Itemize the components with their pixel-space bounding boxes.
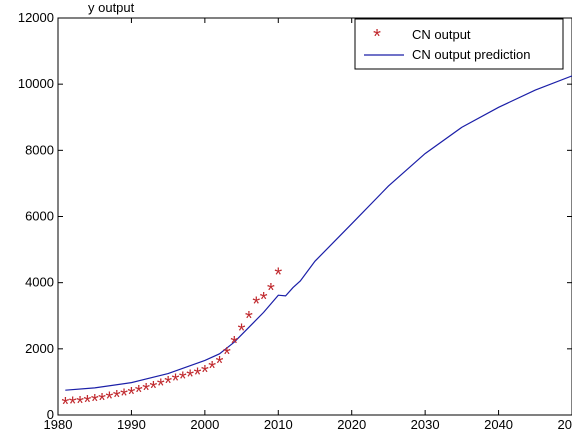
data-point-actual: * xyxy=(83,392,91,414)
series-layer: * * * * * * * * * * * * * * * * * * * * * * * **** * ** xyxy=(61,75,572,416)
data-point-actual: * xyxy=(216,353,224,375)
data-point-actual: * xyxy=(186,366,194,388)
data-point-actual: * xyxy=(230,333,238,355)
data-point-actual: * xyxy=(135,382,143,404)
data-point-actual: * xyxy=(113,387,121,409)
legend-label-prediction: CN output prediction xyxy=(412,47,531,62)
x-tick-label: 2030 xyxy=(411,417,440,432)
data-point-actual: * xyxy=(245,308,253,330)
data-point-actual: * xyxy=(208,358,216,380)
data-point-actual: * xyxy=(142,380,150,402)
x-tick-label: 2040 xyxy=(484,417,513,432)
legend-label-actual: CN output xyxy=(412,27,471,42)
plot-area xyxy=(57,17,572,416)
data-point-actual: * xyxy=(179,369,187,391)
data-point-actual: * xyxy=(98,390,106,412)
legend-box xyxy=(354,18,564,70)
x-tick-label: 2000 xyxy=(190,417,219,432)
y-tick-label: 0 xyxy=(47,407,54,422)
data-point-actual: * xyxy=(164,373,172,395)
x-tick-label: 2050 xyxy=(558,417,572,432)
data-point-actual: * xyxy=(223,344,231,366)
x-tick-label: 1990 xyxy=(117,417,146,432)
data-point-actual: * xyxy=(172,371,180,393)
x-tick-label: 2020 xyxy=(337,417,366,432)
y-tick-label: 4000 xyxy=(25,275,54,290)
y-tick-label: 8000 xyxy=(25,142,54,157)
legend-marker-actual: * xyxy=(373,26,381,48)
data-point-actual: * xyxy=(76,393,84,415)
data-point-actual: * xyxy=(157,376,165,398)
x-tick-label: 2010 xyxy=(264,417,293,432)
y-tick-labels: 0 2000 4000 6000 8000 10000 12000 xyxy=(18,10,54,422)
legend: * CN output CN output prediction xyxy=(354,18,564,70)
data-point-actual: * xyxy=(128,384,136,406)
data-point-actual: * xyxy=(267,280,275,302)
y-tick-label: 12000 xyxy=(18,10,54,25)
data-point-actual: * xyxy=(201,362,209,384)
y-tick-label: 2000 xyxy=(25,341,54,356)
data-point-actual: * xyxy=(91,391,99,413)
x-tick-label: 1980 xyxy=(44,417,73,432)
data-point-actual: * xyxy=(274,264,282,286)
top-caption: y output xyxy=(88,0,135,15)
data-point-actual: * xyxy=(120,385,128,407)
data-point-actual: * xyxy=(69,393,77,415)
data-point-actual: * xyxy=(238,320,246,342)
data-point-actual: * xyxy=(194,365,202,387)
data-point-actual: * xyxy=(260,289,268,311)
series-line-prediction xyxy=(65,75,572,391)
data-point-actual: * xyxy=(61,394,69,416)
data-point-actual: * xyxy=(150,378,158,400)
y-tick-label: 10000 xyxy=(18,76,54,91)
data-point-actual: * xyxy=(106,388,114,410)
data-point-actual: * xyxy=(252,294,260,316)
x-tick-labels: 1980 1990 2000 2010 2020 2030 2040 2050 xyxy=(44,417,572,432)
y-tick-label: 6000 xyxy=(25,209,54,224)
